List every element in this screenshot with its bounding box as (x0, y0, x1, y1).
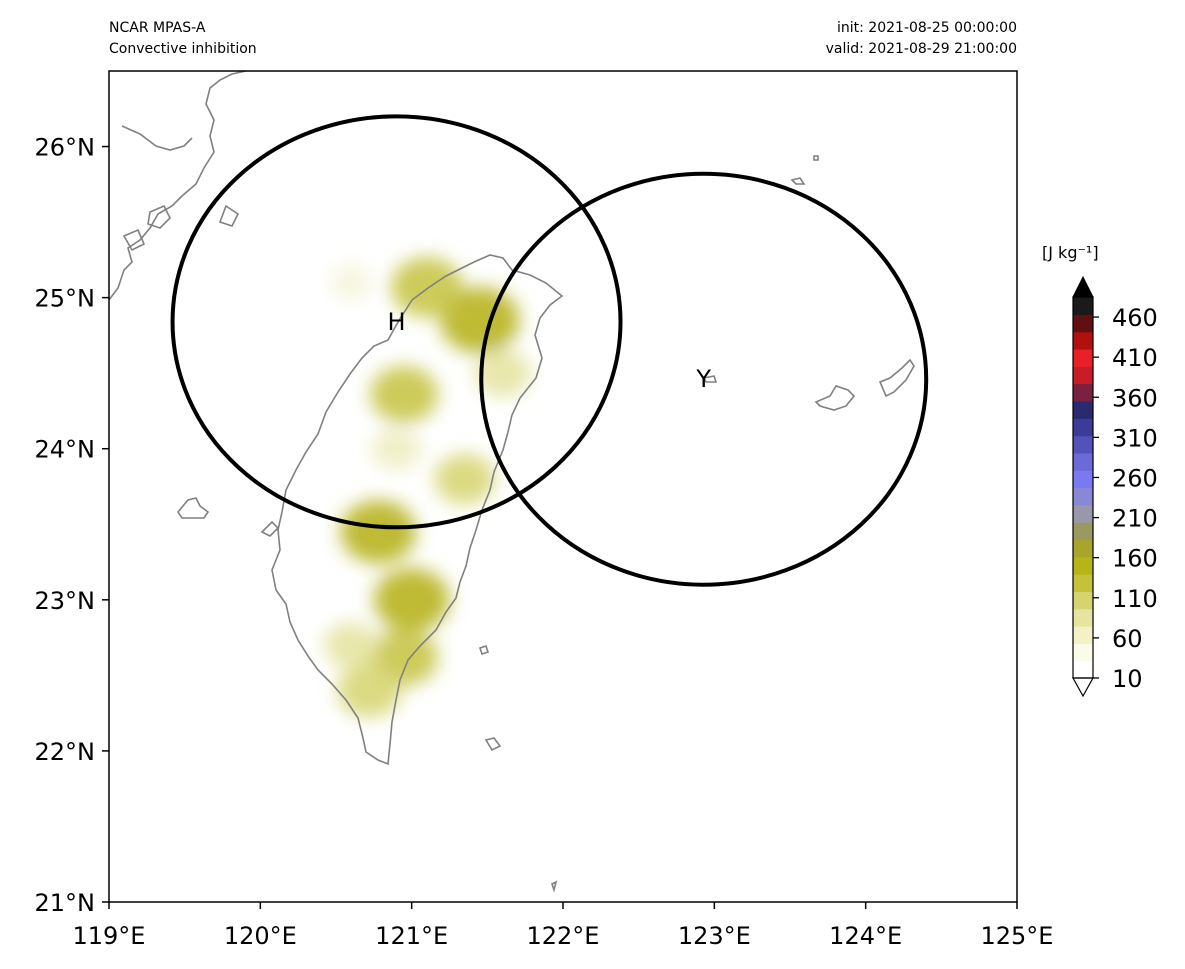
plot-area (109, 71, 1017, 902)
colorbar-segment (1073, 331, 1093, 350)
colorbar-segment (1073, 660, 1093, 679)
colorbar-tick-label: 210 (1112, 505, 1158, 533)
penghu-island-2 (260, 520, 280, 537)
taiwan-coastline (271, 254, 564, 766)
lat-tick-label: 25°N (35, 285, 96, 313)
colorbar-segment (1073, 574, 1093, 593)
miyako-island (878, 358, 915, 398)
colorbar-segment (1073, 591, 1093, 610)
lon-tick-label: 124°E (829, 922, 902, 950)
lon-tick-label: 125°E (981, 922, 1054, 950)
colorbar-segment (1073, 556, 1093, 575)
lat-tick-label: 24°N (35, 436, 96, 464)
valid-time: valid: 2021-08-29 21:00:00 (825, 41, 1017, 57)
colorbar-segment (1073, 297, 1093, 315)
field-name: Convective inhibition (109, 41, 257, 57)
init-time: init: 2021-08-25 00:00:00 (837, 20, 1017, 36)
colorbar-segment (1073, 418, 1093, 437)
lon-tick-label: 122°E (527, 922, 600, 950)
colorbar-segment (1073, 504, 1093, 523)
colorbar-tick-label: 360 (1112, 384, 1158, 412)
header-left: NCAR MPAS-A Convective inhibition (109, 18, 257, 60)
fujian-bay (218, 204, 240, 227)
cin-blob (474, 349, 531, 397)
colorbar-segment (1073, 487, 1093, 506)
colorbar-segment (1073, 608, 1093, 627)
colorbar-segment (1073, 366, 1093, 385)
coastlines (109, 71, 915, 893)
cin-blob (390, 257, 463, 318)
cin-blob (370, 365, 439, 423)
markers-layer: HY (170, 114, 929, 587)
lat-axis: 21°N 22°N 23°N 24°N 25°N 26°N (35, 134, 109, 917)
colorbar-border (1072, 296, 1094, 679)
fujian-inlet (121, 125, 193, 151)
cin-blob (439, 287, 520, 354)
colorbar-tick-label: 310 (1112, 424, 1158, 452)
fujian-coastline (109, 71, 247, 301)
small-islet-2 (813, 155, 819, 161)
green-island (478, 644, 490, 656)
cin-blob (329, 264, 373, 301)
colorbar-segment (1073, 348, 1093, 367)
lat-tick-label: 21°N (35, 889, 96, 917)
lat-tick-label: 22°N (35, 738, 96, 766)
cin-blob (337, 663, 402, 718)
colorbar-segment (1073, 643, 1093, 662)
lat-tick-label: 26°N (35, 134, 96, 162)
orchid-island (484, 737, 502, 752)
colorbar-segment (1073, 383, 1093, 402)
marker-circle-h (170, 114, 623, 530)
colorbar-tick-label: 460 (1112, 304, 1158, 332)
colorbar-segment (1073, 435, 1093, 454)
colorbar-tick-label: 60 (1112, 625, 1143, 653)
marker-label-y: Y (695, 365, 711, 393)
colorbar-segment (1073, 400, 1093, 419)
colorbar-segment (1073, 470, 1093, 489)
lon-tick-label: 119°E (73, 922, 146, 950)
colorbar-segment (1073, 522, 1093, 541)
colorbar-tick-label: 410 (1112, 344, 1158, 372)
cin-blob (340, 500, 417, 564)
colorbar: [J kg⁻¹] 10 60 110 160 210 260 310 360 410 460 (1042, 243, 1158, 698)
colorbar-tick-label: 10 (1112, 665, 1143, 693)
colorbar-extend-max (1072, 275, 1094, 298)
marker-circle-y (479, 171, 929, 587)
fujian-island (147, 204, 171, 229)
header-right: init: 2021-08-25 00:00:00 valid: 2021-08… (700, 18, 1017, 60)
colorbar-segment (1073, 626, 1093, 644)
cin-blob (323, 622, 379, 668)
lat-tick-label: 23°N (35, 587, 96, 615)
colorbar-segment (1073, 539, 1093, 558)
colorbar-extend-min (1071, 677, 1095, 698)
colorbar-unit: [J kg⁻¹] (1042, 243, 1099, 262)
small-islet-3 (551, 880, 558, 893)
colorbar-segment (1073, 314, 1093, 333)
yonaguni-island (702, 375, 718, 383)
lon-tick-label: 121°E (375, 922, 448, 950)
colorbar-segment (1073, 452, 1093, 471)
cin-field-layer (323, 257, 531, 718)
ishigaki-island (814, 385, 856, 411)
colorbar-tick-label: 160 (1112, 545, 1158, 573)
lon-tick-label: 120°E (224, 922, 297, 950)
small-islet-1 (790, 177, 806, 185)
marker-label-h: H (388, 308, 406, 336)
lon-tick-label: 123°E (678, 922, 751, 950)
cin-blob (373, 568, 450, 632)
model-name: NCAR MPAS-A (109, 20, 206, 36)
colorbar-tick-label: 260 (1112, 464, 1158, 492)
cin-blob (371, 427, 422, 470)
lon-axis: 119°E 120°E 121°E 122°E 123°E 124°E 125°E (73, 902, 1054, 950)
colorbar-tick-label: 110 (1112, 585, 1158, 613)
cin-blob (434, 453, 495, 505)
penghu-coastline (177, 497, 210, 519)
fujian-island-2 (122, 228, 146, 252)
